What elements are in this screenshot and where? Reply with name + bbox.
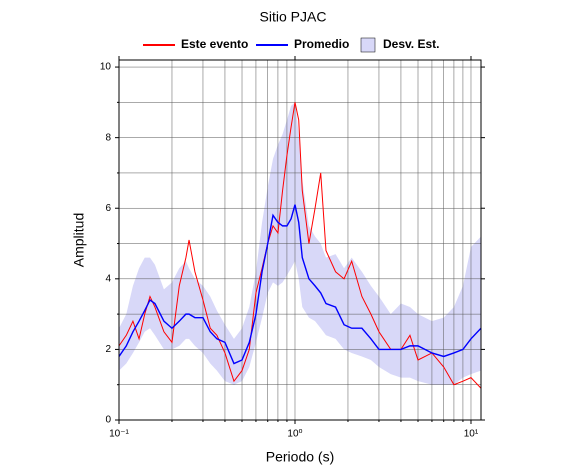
- series-line: [119, 204, 481, 365]
- x-tick-label: 10¹: [464, 429, 479, 440]
- y-tick-label: 8: [105, 132, 111, 143]
- legend-label: Desv. Est.: [383, 37, 439, 51]
- x-tick-label: 10⁻¹: [109, 429, 129, 440]
- plot: [119, 60, 481, 420]
- legend-label: Este evento: [181, 37, 248, 51]
- y-tick-label: 2: [105, 344, 111, 355]
- chart-title: Sitio PJAC: [260, 9, 327, 25]
- y-tick-label: 0: [105, 415, 111, 426]
- x-tick-label: 10⁰: [287, 429, 302, 440]
- x-axis-label: Periodo (s): [266, 449, 334, 465]
- y-axis-label: Amplitud: [71, 213, 87, 267]
- y-tick-label: 10: [100, 62, 112, 73]
- legend-label: Promedio: [294, 37, 349, 51]
- legend-swatch: [360, 37, 376, 53]
- plot-frame: [118, 59, 482, 421]
- y-tick-label: 4: [105, 273, 111, 284]
- y-tick-label: 6: [105, 203, 111, 214]
